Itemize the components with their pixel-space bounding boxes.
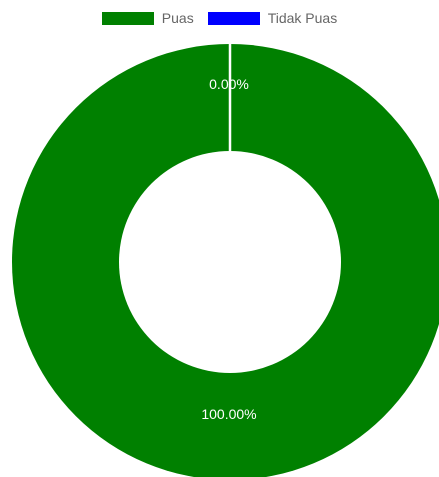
donut-hole [119,151,341,373]
legend-item-tidak-puas[interactable]: Tidak Puas [207,10,338,26]
data-label-tidak-puas: 0.00% [209,76,249,92]
legend-swatch-tidak-puas [207,11,260,25]
legend-label-tidak-puas: Tidak Puas [267,10,338,26]
legend-item-puas[interactable]: Puas [101,10,194,26]
chart-legend: Puas Tidak Puas [0,10,439,26]
legend-swatch-puas [101,11,154,25]
data-label-puas: 100.00% [201,406,256,422]
legend-label-puas: Puas [161,10,194,26]
